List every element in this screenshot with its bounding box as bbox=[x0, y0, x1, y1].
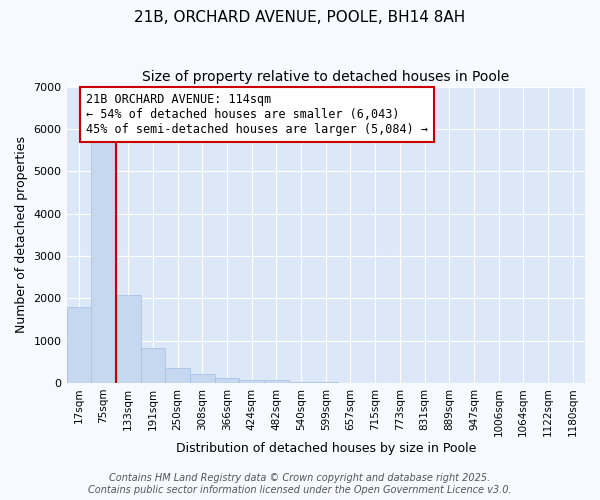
Text: 21B, ORCHARD AVENUE, POOLE, BH14 8AH: 21B, ORCHARD AVENUE, POOLE, BH14 8AH bbox=[134, 10, 466, 25]
Bar bbox=[239, 380, 264, 383]
Bar bbox=[215, 378, 239, 383]
Bar bbox=[165, 368, 190, 383]
Text: Contains HM Land Registry data © Crown copyright and database right 2025.
Contai: Contains HM Land Registry data © Crown c… bbox=[88, 474, 512, 495]
Bar bbox=[67, 306, 91, 383]
Bar bbox=[91, 138, 116, 383]
Bar bbox=[116, 295, 140, 383]
Bar bbox=[190, 374, 215, 383]
Bar bbox=[289, 382, 313, 383]
Bar bbox=[264, 380, 289, 383]
Text: 21B ORCHARD AVENUE: 114sqm
← 54% of detached houses are smaller (6,043)
45% of s: 21B ORCHARD AVENUE: 114sqm ← 54% of deta… bbox=[86, 93, 428, 136]
Bar bbox=[140, 348, 165, 383]
X-axis label: Distribution of detached houses by size in Poole: Distribution of detached houses by size … bbox=[176, 442, 476, 455]
Title: Size of property relative to detached houses in Poole: Size of property relative to detached ho… bbox=[142, 70, 509, 84]
Y-axis label: Number of detached properties: Number of detached properties bbox=[15, 136, 28, 333]
